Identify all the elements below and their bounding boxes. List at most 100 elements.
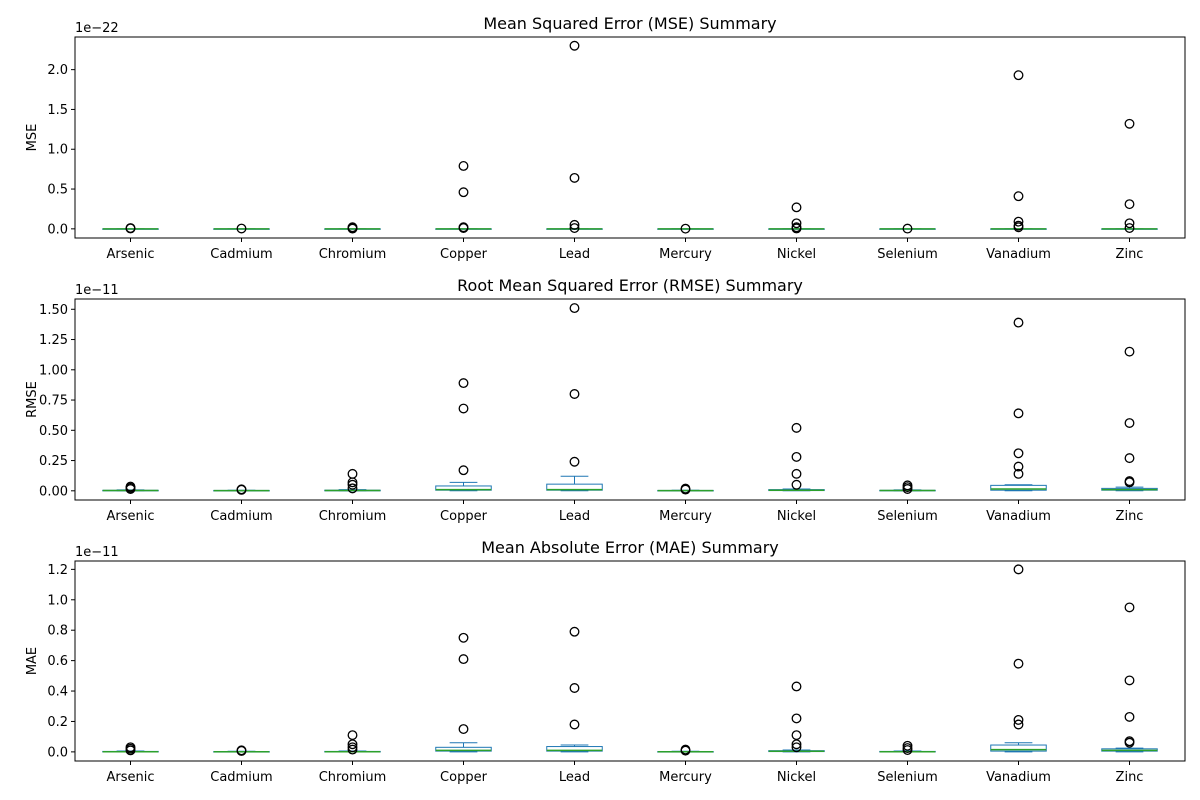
box-selenium xyxy=(879,740,936,755)
chart-panel-1: Mean Squared Error (MSE) Summary 1e−22 MSE… xyxy=(25,14,1186,262)
flier-point xyxy=(458,403,469,414)
x-tick-label: Mercury xyxy=(659,770,712,785)
y-tick-label: 0.5 xyxy=(47,183,68,198)
box-vanadium xyxy=(990,317,1047,492)
flier-point xyxy=(458,465,469,476)
y-tick-label: 1.0 xyxy=(47,143,68,158)
flier-point xyxy=(791,422,802,433)
box-nickel xyxy=(768,202,825,234)
flier-point xyxy=(458,187,469,198)
x-tick-label: Zinc xyxy=(1116,247,1144,262)
flier-point xyxy=(791,479,802,490)
flier-point xyxy=(569,219,580,230)
box-copper xyxy=(435,632,492,753)
x-tick-label: Chromium xyxy=(319,247,387,262)
box-iqr xyxy=(990,744,1047,752)
box-selenium xyxy=(879,223,936,234)
flier-point xyxy=(1013,461,1024,472)
y-tick-label: 2.0 xyxy=(47,63,68,78)
flier-point xyxy=(569,719,580,730)
flier-point xyxy=(1013,220,1024,231)
flier-point xyxy=(458,724,469,735)
x-tick-label: Arsenic xyxy=(106,247,154,262)
flier-point xyxy=(569,303,580,314)
flier-point xyxy=(1124,602,1135,613)
y-tick-label: 1.2 xyxy=(47,563,68,578)
box-arsenic xyxy=(102,481,159,494)
x-tick-label: Selenium xyxy=(877,770,938,785)
y-axis-label: MSE xyxy=(25,124,40,152)
flier-point xyxy=(1013,408,1024,419)
x-tick-label: Selenium xyxy=(877,247,938,262)
box-cadmium xyxy=(213,745,270,756)
y-tick-label: 1.25 xyxy=(39,333,68,348)
box-chromium xyxy=(324,730,381,755)
y-tick-label: 0.2 xyxy=(47,715,68,730)
chart-title: Mean Absolute Error (MAE) Summary xyxy=(481,538,779,557)
y-tick-label: 1.50 xyxy=(39,303,68,318)
flier-point xyxy=(1013,468,1024,479)
flier-point xyxy=(1124,711,1135,722)
y-axis-offset-label: 1e−11 xyxy=(75,283,119,298)
flier-point xyxy=(791,218,802,229)
flier-point xyxy=(1013,658,1024,669)
box-mercury xyxy=(657,483,714,495)
x-tick-label: Lead xyxy=(559,770,590,785)
flier-point xyxy=(1013,448,1024,459)
x-tick-label: Lead xyxy=(559,247,590,262)
flier-point xyxy=(1013,216,1024,227)
flier-point xyxy=(1124,346,1135,357)
flier-point xyxy=(1013,191,1024,202)
box-vanadium xyxy=(990,564,1047,753)
axes-frame xyxy=(74,36,1186,239)
flier-point xyxy=(791,742,802,753)
flier-point xyxy=(347,222,358,233)
flier-point xyxy=(1013,719,1024,730)
flier-point xyxy=(347,742,358,753)
box-mercury xyxy=(657,744,714,756)
box-iqr xyxy=(546,746,603,752)
x-tick-label: Nickel xyxy=(777,247,816,262)
box-chromium xyxy=(324,222,381,234)
axes-frame xyxy=(74,560,1186,762)
flier-point xyxy=(1124,453,1135,464)
box-nickel xyxy=(768,681,825,753)
flier-point xyxy=(458,222,469,233)
x-tick-label: Lead xyxy=(559,509,590,524)
flier-point xyxy=(1013,317,1024,328)
box-zinc xyxy=(1101,118,1158,233)
flier-point xyxy=(1124,675,1135,686)
flier-point xyxy=(236,484,247,495)
x-tick-label: Nickel xyxy=(777,509,816,524)
flier-point xyxy=(791,468,802,479)
box-zinc xyxy=(1101,602,1158,753)
flier-point xyxy=(791,713,802,724)
box-lead xyxy=(546,626,603,753)
flier-point xyxy=(236,745,247,756)
flier-point xyxy=(791,451,802,462)
x-tick-label: Copper xyxy=(440,509,488,524)
box-arsenic xyxy=(102,223,159,234)
flier-point xyxy=(1124,218,1135,229)
x-tick-label: Arsenic xyxy=(106,770,154,785)
flier-point xyxy=(458,654,469,665)
y-tick-label: 1.5 xyxy=(47,103,68,118)
chart-panel-3: Mean Absolute Error (MAE) Summary 1e−11 MA… xyxy=(25,538,1186,785)
x-tick-label: Mercury xyxy=(659,509,712,524)
axes-frame xyxy=(74,298,1186,501)
x-tick-label: Nickel xyxy=(777,770,816,785)
flier-point xyxy=(680,223,691,234)
flier-point xyxy=(125,481,136,492)
flier-point xyxy=(458,632,469,643)
flier-point xyxy=(1124,223,1135,233)
y-tick-label: 0.8 xyxy=(47,624,68,639)
y-tick-label: 0.0 xyxy=(47,745,68,760)
box-cadmium xyxy=(213,484,270,495)
y-tick-label: 1.0 xyxy=(47,593,68,608)
flier-point xyxy=(1124,736,1135,747)
y-axis-label: MAE xyxy=(25,647,40,675)
x-tick-label: Zinc xyxy=(1116,509,1144,524)
x-tick-label: Vanadium xyxy=(986,509,1051,524)
flier-point xyxy=(569,172,580,183)
y-tick-label: 0.00 xyxy=(39,484,68,499)
